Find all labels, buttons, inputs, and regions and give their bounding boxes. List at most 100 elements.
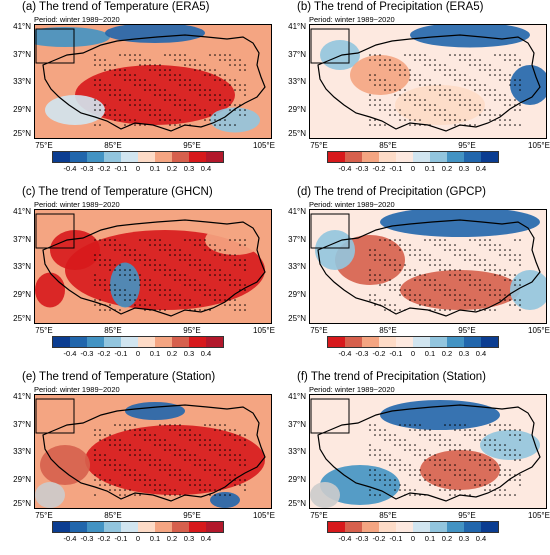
lat-tick-label: 37°N	[13, 235, 31, 244]
colorbar-tick-label: -0.2	[97, 164, 111, 173]
plateau-boundary	[42, 219, 266, 317]
trend-map	[34, 209, 272, 324]
colorbar-swatch	[396, 152, 413, 162]
trend-contour-region	[510, 270, 546, 310]
colorbar-swatch	[481, 152, 498, 162]
colorbar-tick-label: -0.3	[355, 164, 369, 173]
trend-contour-region	[380, 210, 540, 237]
region-box	[310, 398, 350, 434]
lat-tick-label: 33°N	[288, 447, 306, 456]
panel-title: (b) The trend of Precipitation (ERA5)	[297, 1, 484, 13]
trend-contour-region	[35, 482, 65, 508]
colorbar-tick-label: 0.1	[149, 349, 161, 358]
colorbar-swatch	[121, 522, 138, 532]
colorbar-swatch	[464, 337, 481, 347]
trend-map	[34, 394, 272, 509]
colorbar-swatch	[345, 522, 362, 532]
colorbar-tick-label: 0.4	[475, 534, 487, 543]
lat-tick-label: 33°N	[288, 262, 306, 271]
lat-tick-label: 41°N	[288, 207, 306, 216]
colorbar-swatch	[447, 337, 464, 347]
lat-tick-label: 29°N	[13, 105, 31, 114]
colorbar-swatch	[345, 152, 362, 162]
lat-tick-label: 25°N	[13, 499, 31, 508]
trend-contour-region	[400, 270, 520, 310]
colorbar-swatch	[362, 152, 379, 162]
colorbar-swatch	[464, 152, 481, 162]
colorbar-swatch	[328, 152, 345, 162]
colorbar-tick-label: 0.2	[441, 534, 453, 543]
colorbar-tick-label: 0	[135, 164, 141, 173]
lat-tick-label: 33°N	[13, 262, 31, 271]
lon-tick-label: 75°E	[35, 511, 53, 520]
significance-stipple	[369, 239, 521, 311]
trend-contour-region	[480, 430, 540, 460]
region-box	[35, 398, 75, 434]
lon-tick-label: 85°E	[379, 326, 397, 335]
colorbar-tick-label: -0.3	[80, 349, 94, 358]
colorbar-tick-label: -0.3	[80, 164, 94, 173]
colorbar-tick-label: -0.4	[63, 164, 77, 173]
colorbar-tick-label: -0.4	[338, 534, 352, 543]
lat-tick-label: 33°N	[13, 447, 31, 456]
panel-title: (d) The trend of Precipitation (GPCP)	[297, 186, 486, 198]
period-label: Period: winter 1989~2020	[309, 15, 395, 24]
lat-tick-label: 25°N	[13, 129, 31, 138]
colorbar-swatch	[87, 522, 104, 532]
colorbar-swatch	[396, 337, 413, 347]
colorbar-tick-label: -0.2	[372, 164, 386, 173]
lon-tick-label: 85°E	[104, 326, 122, 335]
colorbar-swatch	[413, 152, 430, 162]
period-label: Period: winter 1989~2020	[34, 15, 120, 24]
colorbar-tick-label: -0.1	[389, 349, 403, 358]
lat-tick-label: 29°N	[13, 475, 31, 484]
lon-tick-label: 75°E	[35, 326, 53, 335]
colorbar-tick-label: -0.3	[355, 534, 369, 543]
lat-tick-label: 29°N	[288, 475, 306, 484]
colorbar-tick-label: 0.2	[166, 349, 178, 358]
trend-contour-region	[85, 425, 265, 495]
colorbar-tick-label: -0.4	[63, 534, 77, 543]
colorbar-tick-label: 0.1	[424, 349, 436, 358]
significance-stipple	[369, 54, 521, 126]
trend-contour-region	[110, 262, 140, 308]
lon-tick-label: 95°E	[458, 326, 476, 335]
significance-stipple	[369, 424, 521, 496]
trend-contour-region	[380, 400, 500, 430]
colorbar-swatch	[328, 522, 345, 532]
colorbar-tick-label: 0	[410, 164, 416, 173]
lon-tick-label: 85°E	[104, 141, 122, 150]
colorbar-tick-label: 0.3	[183, 349, 195, 358]
colorbar-swatch	[447, 522, 464, 532]
trend-contour-region	[310, 482, 340, 508]
colorbar-swatch	[138, 522, 155, 532]
trend-contour-region	[45, 95, 105, 125]
lat-tick-label: 25°N	[288, 314, 306, 323]
colorbar-tick-label: 0.4	[200, 534, 212, 543]
lon-tick-label: 105°E	[253, 326, 275, 335]
colorbar-tick-label: -0.2	[97, 534, 111, 543]
colorbar-swatch	[121, 337, 138, 347]
plateau-boundary	[42, 404, 266, 502]
plateau-boundary	[317, 34, 541, 132]
lon-tick-label: 75°E	[310, 326, 328, 335]
colorbar-tick-label: 0.3	[458, 534, 470, 543]
colorbar-swatch	[138, 152, 155, 162]
colorbar-tick-label: 0.1	[149, 534, 161, 543]
colorbar-tick-label: -0.1	[389, 534, 403, 543]
panel-1: (a) The trend of Temperature (ERA5) Perio…	[0, 0, 275, 185]
colorbar	[327, 521, 499, 533]
colorbar	[327, 336, 499, 348]
lat-tick-label: 29°N	[288, 105, 306, 114]
lat-tick-label: 37°N	[288, 235, 306, 244]
lat-tick-label: 41°N	[13, 207, 31, 216]
trend-contour-region	[35, 272, 65, 308]
lat-tick-label: 29°N	[288, 290, 306, 299]
trend-contour-region	[105, 25, 205, 43]
colorbar-swatch	[70, 337, 87, 347]
colorbar-swatch	[413, 522, 430, 532]
colorbar-swatch	[481, 337, 498, 347]
lat-tick-label: 37°N	[288, 50, 306, 59]
plateau-boundary	[317, 219, 541, 317]
colorbar-swatch	[413, 337, 430, 347]
